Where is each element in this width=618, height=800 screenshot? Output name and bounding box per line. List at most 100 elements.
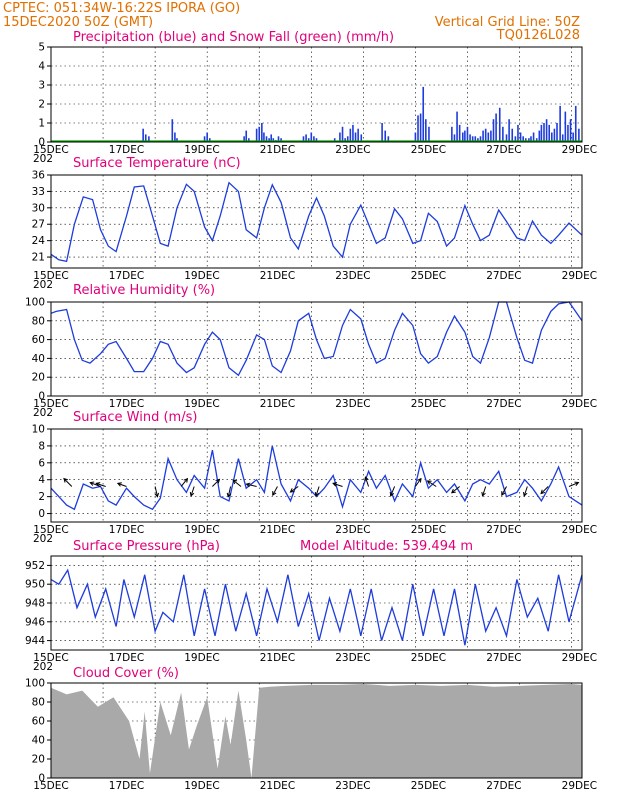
wind-arrow-head	[272, 491, 277, 497]
ytick-label: 40	[32, 735, 45, 747]
xtick-label: 29DEC	[562, 780, 597, 792]
ytick-label: 0	[38, 508, 45, 520]
precip-bar	[530, 136, 532, 142]
panel-frame	[50, 682, 583, 779]
precip-bar	[425, 119, 427, 142]
xtick-label: 27DEC	[486, 270, 521, 282]
precip-bar	[458, 124, 461, 142]
wind-arrow	[523, 486, 528, 497]
wind-arrow	[568, 482, 579, 487]
precip-bar	[305, 134, 307, 142]
precip-bar	[490, 130, 492, 142]
precip-bar	[553, 128, 556, 142]
ytick-label: 60	[32, 716, 45, 728]
precip-bar	[357, 128, 359, 142]
xtick-label: 17DEC	[109, 652, 144, 664]
precip-bar	[277, 136, 280, 142]
precip-bar	[171, 119, 174, 142]
precip-bar	[495, 113, 497, 142]
precip-bar	[307, 138, 310, 142]
wind-arrow-head	[332, 482, 338, 487]
precip-bar	[578, 128, 580, 142]
ytick-label: 2	[38, 491, 45, 503]
xtick-year: 202	[33, 661, 53, 673]
xtick-label: 19DEC	[184, 270, 219, 282]
wind-arrow	[246, 483, 257, 487]
precip-bar	[243, 136, 245, 142]
xtick-label: 27DEC	[486, 652, 521, 664]
precip-bar	[344, 138, 346, 142]
wind-arrow-head	[245, 482, 251, 488]
ytick-label: 27	[32, 219, 45, 231]
precip-bar	[532, 132, 535, 142]
wind-arrow-head	[232, 479, 238, 485]
wind-arrow-head	[417, 477, 422, 483]
wind-arrow-head	[95, 482, 101, 487]
precip-bar	[524, 138, 527, 142]
precip-bar	[346, 136, 349, 142]
panel-precip: Precipitation (blue) and Snow Fall (gree…	[33, 30, 597, 165]
panel-frame	[50, 555, 583, 651]
precip-bar	[484, 128, 487, 142]
precip-bar	[255, 128, 258, 142]
ytick-label: 944	[25, 635, 45, 647]
precip-bar	[142, 128, 144, 142]
precip-bar	[474, 136, 477, 142]
xtick-label: 21DEC	[260, 524, 295, 536]
ytick-label: 33	[32, 186, 45, 198]
precip-bar	[564, 111, 567, 142]
precip-bar	[384, 130, 387, 142]
precip-bar	[574, 105, 577, 142]
precip-bar	[528, 138, 530, 142]
xtick-label: 15DEC	[33, 780, 68, 792]
ytick-label: 946	[25, 616, 45, 628]
precip-bar	[514, 136, 517, 142]
precip-bar	[428, 126, 430, 142]
xtick-label: 17DEC	[109, 524, 144, 536]
panel-annotation-pres: Model Altitude: 539.494 m	[300, 539, 473, 554]
xtick-label: 25DEC	[411, 144, 446, 156]
series-line-temp	[50, 181, 583, 263]
xtick-label: 25DEC	[411, 652, 446, 664]
wind-arrow-head	[215, 478, 221, 484]
precip-bar	[482, 130, 484, 142]
precip-bar	[456, 111, 458, 142]
header-model-code: TQ0126L028	[496, 28, 580, 43]
precip-bar	[461, 132, 464, 142]
xtick-label: 29DEC	[562, 144, 597, 156]
wind-arrow	[540, 486, 549, 494]
header-date: 15DEC2020 50Z (GMT)	[3, 15, 153, 30]
panel-cloud: Cloud Cover (%) 0 20 40 60 80 100 15DEC 17DEC 19D…	[25, 666, 597, 792]
ytick-label: 100	[25, 297, 45, 309]
panel-frame	[50, 46, 583, 143]
ytick-label: 948	[25, 598, 45, 610]
xtick-label: 19DEC	[184, 398, 219, 410]
precip-bar	[261, 123, 263, 142]
xtick-label: 17DEC	[109, 780, 144, 792]
precip-bar	[540, 124, 543, 142]
wind-arrow	[451, 486, 460, 494]
precip-bar	[548, 124, 551, 142]
wind-arrow	[332, 482, 343, 487]
precip-bar	[381, 123, 383, 142]
precip-bar	[572, 132, 574, 142]
wind-arrow-head	[450, 488, 456, 494]
precip-bar	[144, 134, 147, 142]
panel-rh: Relative Humidity (%) 0 20 40 60 80 100 15DEC 17…	[25, 283, 597, 419]
wind-arrow	[390, 486, 396, 497]
xtick-label: 21DEC	[260, 270, 295, 282]
precip-bar	[313, 136, 315, 142]
precip-bar	[451, 126, 453, 142]
ytick-label: 20	[32, 754, 45, 766]
precip-bar	[469, 134, 471, 142]
precip-bar	[310, 132, 313, 142]
precip-bar	[508, 119, 510, 142]
ytick-label: 8	[38, 440, 45, 452]
xtick-label: 15DEC	[33, 398, 68, 410]
precip-bar	[492, 119, 495, 142]
ytick-label: 2	[38, 99, 45, 111]
xtick-label: 19DEC	[184, 524, 219, 536]
precip-bar	[360, 134, 363, 142]
series-line-pres	[50, 568, 583, 646]
xtick-label: 17DEC	[109, 398, 144, 410]
